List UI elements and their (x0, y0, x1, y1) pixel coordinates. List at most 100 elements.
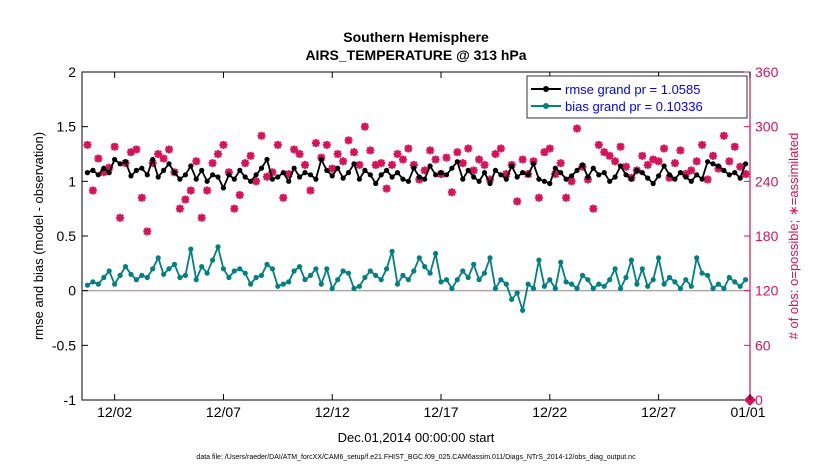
assimilated-star (154, 150, 163, 158)
bias-point (122, 264, 129, 270)
bias-point (351, 285, 357, 292)
rmse-point (481, 170, 488, 176)
bias-point (155, 255, 161, 261)
rmse-point (95, 172, 101, 178)
assimilated-point (687, 166, 696, 175)
bias-point (574, 285, 580, 292)
bias-point (161, 271, 167, 277)
rmse-point (503, 176, 509, 182)
assimilated-star (654, 157, 663, 166)
assimilated-point (273, 140, 282, 149)
legend-rmse-marker (543, 86, 549, 92)
assimilated-star (447, 188, 456, 197)
bias-point (710, 285, 716, 292)
rmse-point (112, 156, 118, 163)
assimilated-point (181, 195, 190, 204)
assimilated-star (203, 186, 212, 195)
assimilated-star (643, 160, 652, 169)
bias-point (302, 277, 308, 283)
assimilated-point (262, 172, 271, 181)
assimilated-point (665, 173, 674, 182)
bias-point (117, 272, 123, 278)
bias-point (438, 279, 444, 285)
rmse-point (177, 176, 183, 182)
assimilated-point (246, 151, 255, 160)
rmse-point (144, 172, 150, 178)
assimilated-star (360, 122, 369, 131)
right-tick-label: 300 (755, 119, 779, 135)
bias-point (416, 255, 422, 261)
assimilated-point (192, 157, 201, 166)
bias-point (405, 277, 411, 283)
assimilated-star (649, 155, 658, 164)
x-tick-label: 12/02 (97, 404, 132, 420)
assimilated-star (328, 164, 337, 173)
rmse-point (699, 176, 705, 182)
bias-point (356, 283, 362, 289)
rmse-point (639, 170, 645, 176)
assimilated-star (513, 197, 522, 206)
assimilated-point (110, 142, 119, 151)
assimilated-point (388, 160, 397, 169)
assimilated-point (360, 122, 369, 131)
bias-point (520, 307, 526, 313)
assimilated-point (513, 197, 522, 206)
rmse-point (487, 180, 493, 187)
assimilated-star (175, 204, 184, 213)
rmse-point (248, 178, 254, 184)
assimilated-star (257, 131, 266, 140)
assimilated-point (371, 160, 380, 169)
assimilated-point (638, 151, 647, 160)
rmse-point (139, 165, 145, 171)
rmse-point (645, 175, 651, 181)
rmse-point (84, 170, 90, 176)
rmse-point (286, 178, 292, 184)
rmse-point (579, 162, 586, 168)
rmse-point (237, 167, 243, 173)
assimilated-star (458, 159, 467, 168)
y-axis-label-left: rmse and bias (model - observation) (31, 132, 46, 340)
bias-point (275, 283, 281, 289)
assimilated-point (594, 140, 603, 149)
rmse-point (634, 167, 640, 173)
rmse-point (318, 156, 324, 163)
bias-point (449, 285, 455, 292)
legend-box (526, 75, 748, 119)
rmse-point (569, 173, 575, 179)
right-tick-label: 180 (755, 228, 779, 244)
assimilated-point (491, 150, 500, 158)
right-tick-label: 360 (755, 64, 779, 80)
assimilated-star (110, 142, 119, 151)
rmse-point (476, 178, 482, 184)
bias-point (297, 264, 303, 270)
rmse-point (672, 176, 678, 182)
assimilated-star (703, 175, 712, 184)
rmse-point (307, 172, 314, 178)
assimilated-point (496, 144, 505, 153)
rmse-point (335, 165, 341, 171)
rmse-point (122, 159, 129, 165)
assimilated-point (257, 131, 266, 140)
bias-point (280, 281, 286, 287)
bias-point (411, 268, 417, 274)
rmse-point (433, 172, 439, 178)
bias-point (514, 290, 520, 296)
assimilated-point (377, 159, 386, 168)
rmse-point (628, 176, 635, 182)
bias-point (694, 255, 700, 261)
rmse-point (525, 172, 531, 178)
bias-point (171, 261, 178, 267)
assimilated-star (502, 170, 511, 179)
assimilated-star (192, 157, 201, 166)
bias-point (112, 281, 118, 287)
assimilated-point (349, 148, 358, 157)
assimilated-star (534, 193, 543, 202)
assimilated-star (333, 150, 342, 158)
bias-point (743, 277, 749, 283)
legend: rmse grand pr = 1.0585 bias grand pr = 0… (526, 75, 748, 119)
assimilated-star (518, 155, 527, 164)
rmse-point (536, 176, 542, 182)
assimilated-star (126, 148, 135, 157)
footnote: data file: /Users/raeder/DAI/ATM_forcXX/… (196, 454, 636, 461)
bias-point (422, 264, 428, 270)
